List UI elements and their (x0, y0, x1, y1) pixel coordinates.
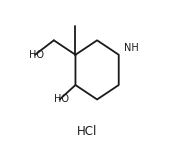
Text: HO: HO (54, 95, 69, 105)
Text: HCl: HCl (77, 125, 97, 138)
Text: HO: HO (29, 50, 44, 60)
Text: NH: NH (125, 42, 139, 52)
